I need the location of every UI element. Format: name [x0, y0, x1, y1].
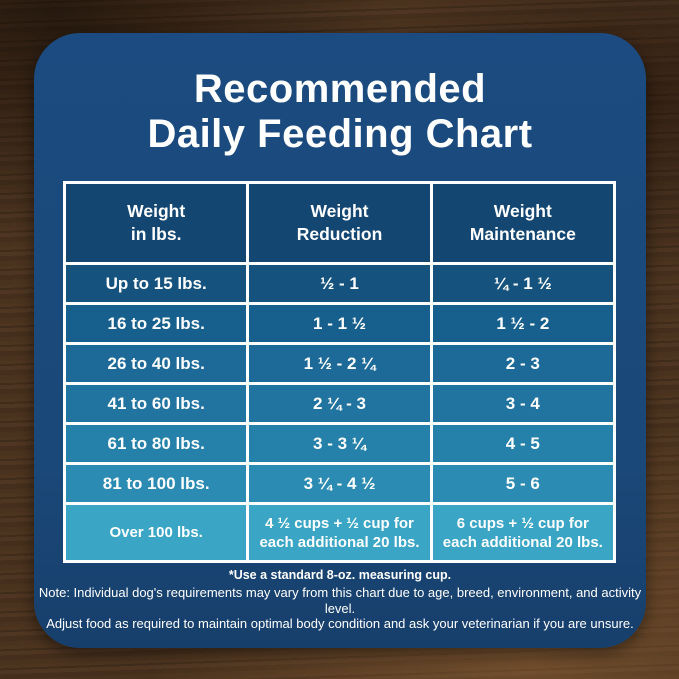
reduction-cell: 1 - 1 ½ [249, 305, 430, 342]
table-row: Over 100 lbs. 4 ½ cups + ½ cup for each … [66, 505, 613, 560]
reduction-cell: 2 ¼ - 3 [249, 385, 430, 422]
header-weight-reduction: Weight Reduction [249, 184, 430, 262]
reduction-cell: ½ - 1 [249, 265, 430, 302]
reduction-cell: 1 ½ - 2 ¼ [249, 345, 430, 382]
header-weight-maintenance: Weight Maintenance [432, 184, 613, 262]
weight-range-cell: 41 to 60 lbs. [66, 385, 247, 422]
feeding-table: Weight in lbs. Weight Reduction Weight M… [63, 181, 616, 563]
maintenance-cell: 1 ½ - 2 [432, 305, 613, 342]
note-line-1: Note: Individual dog's requirements may … [38, 585, 642, 616]
table-row: Up to 15 lbs. ½ - 1 ¼ - 1 ½ [66, 265, 613, 302]
header-weight-in-lbs: Weight in lbs. [66, 184, 247, 262]
table-row: 81 to 100 lbs. 3 ¼ - 4 ½ 5 - 6 [66, 465, 613, 502]
weight-range-cell: Up to 15 lbs. [66, 265, 247, 302]
table-row: 16 to 25 lbs. 1 - 1 ½ 1 ½ - 2 [66, 305, 613, 342]
table-row: 26 to 40 lbs. 1 ½ - 2 ¼ 2 - 3 [66, 345, 613, 382]
measuring-cup-note: *Use a standard 8-oz. measuring cup. [228, 568, 452, 582]
maintenance-cell: 2 - 3 [432, 345, 613, 382]
maintenance-cell: 4 - 5 [432, 425, 613, 462]
weight-range-cell: 81 to 100 lbs. [66, 465, 247, 502]
maintenance-cell: ¼ - 1 ½ [432, 265, 613, 302]
reduction-cell: 3 - 3 ¼ [249, 425, 430, 462]
weight-range-cell: 16 to 25 lbs. [66, 305, 247, 342]
note-line-2: Adjust food as required to maintain opti… [46, 616, 634, 631]
reduction-cell: 3 ¼ - 4 ½ [249, 465, 430, 502]
weight-range-cell: 61 to 80 lbs. [66, 425, 247, 462]
maintenance-cell: 5 - 6 [432, 465, 613, 502]
table-header-row: Weight in lbs. Weight Reduction Weight M… [66, 184, 613, 262]
feeding-chart-card: Recommended Daily Feeding Chart Weight i… [34, 33, 646, 648]
reduction-cell: 4 ½ cups + ½ cup for each additional 20 … [249, 505, 430, 560]
weight-range-cell: Over 100 lbs. [66, 505, 247, 560]
table-row: 41 to 60 lbs. 2 ¼ - 3 3 - 4 [66, 385, 613, 422]
weight-range-cell: 26 to 40 lbs. [66, 345, 247, 382]
footnotes: *Use a standard 8-oz. measuring cup. Not… [34, 568, 646, 632]
table-row: 61 to 80 lbs. 3 - 3 ¼ 4 - 5 [66, 425, 613, 462]
page-title: Recommended Daily Feeding Chart [147, 67, 533, 156]
maintenance-cell: 3 - 4 [432, 385, 613, 422]
maintenance-cell: 6 cups + ½ cup for each additional 20 lb… [432, 505, 613, 560]
